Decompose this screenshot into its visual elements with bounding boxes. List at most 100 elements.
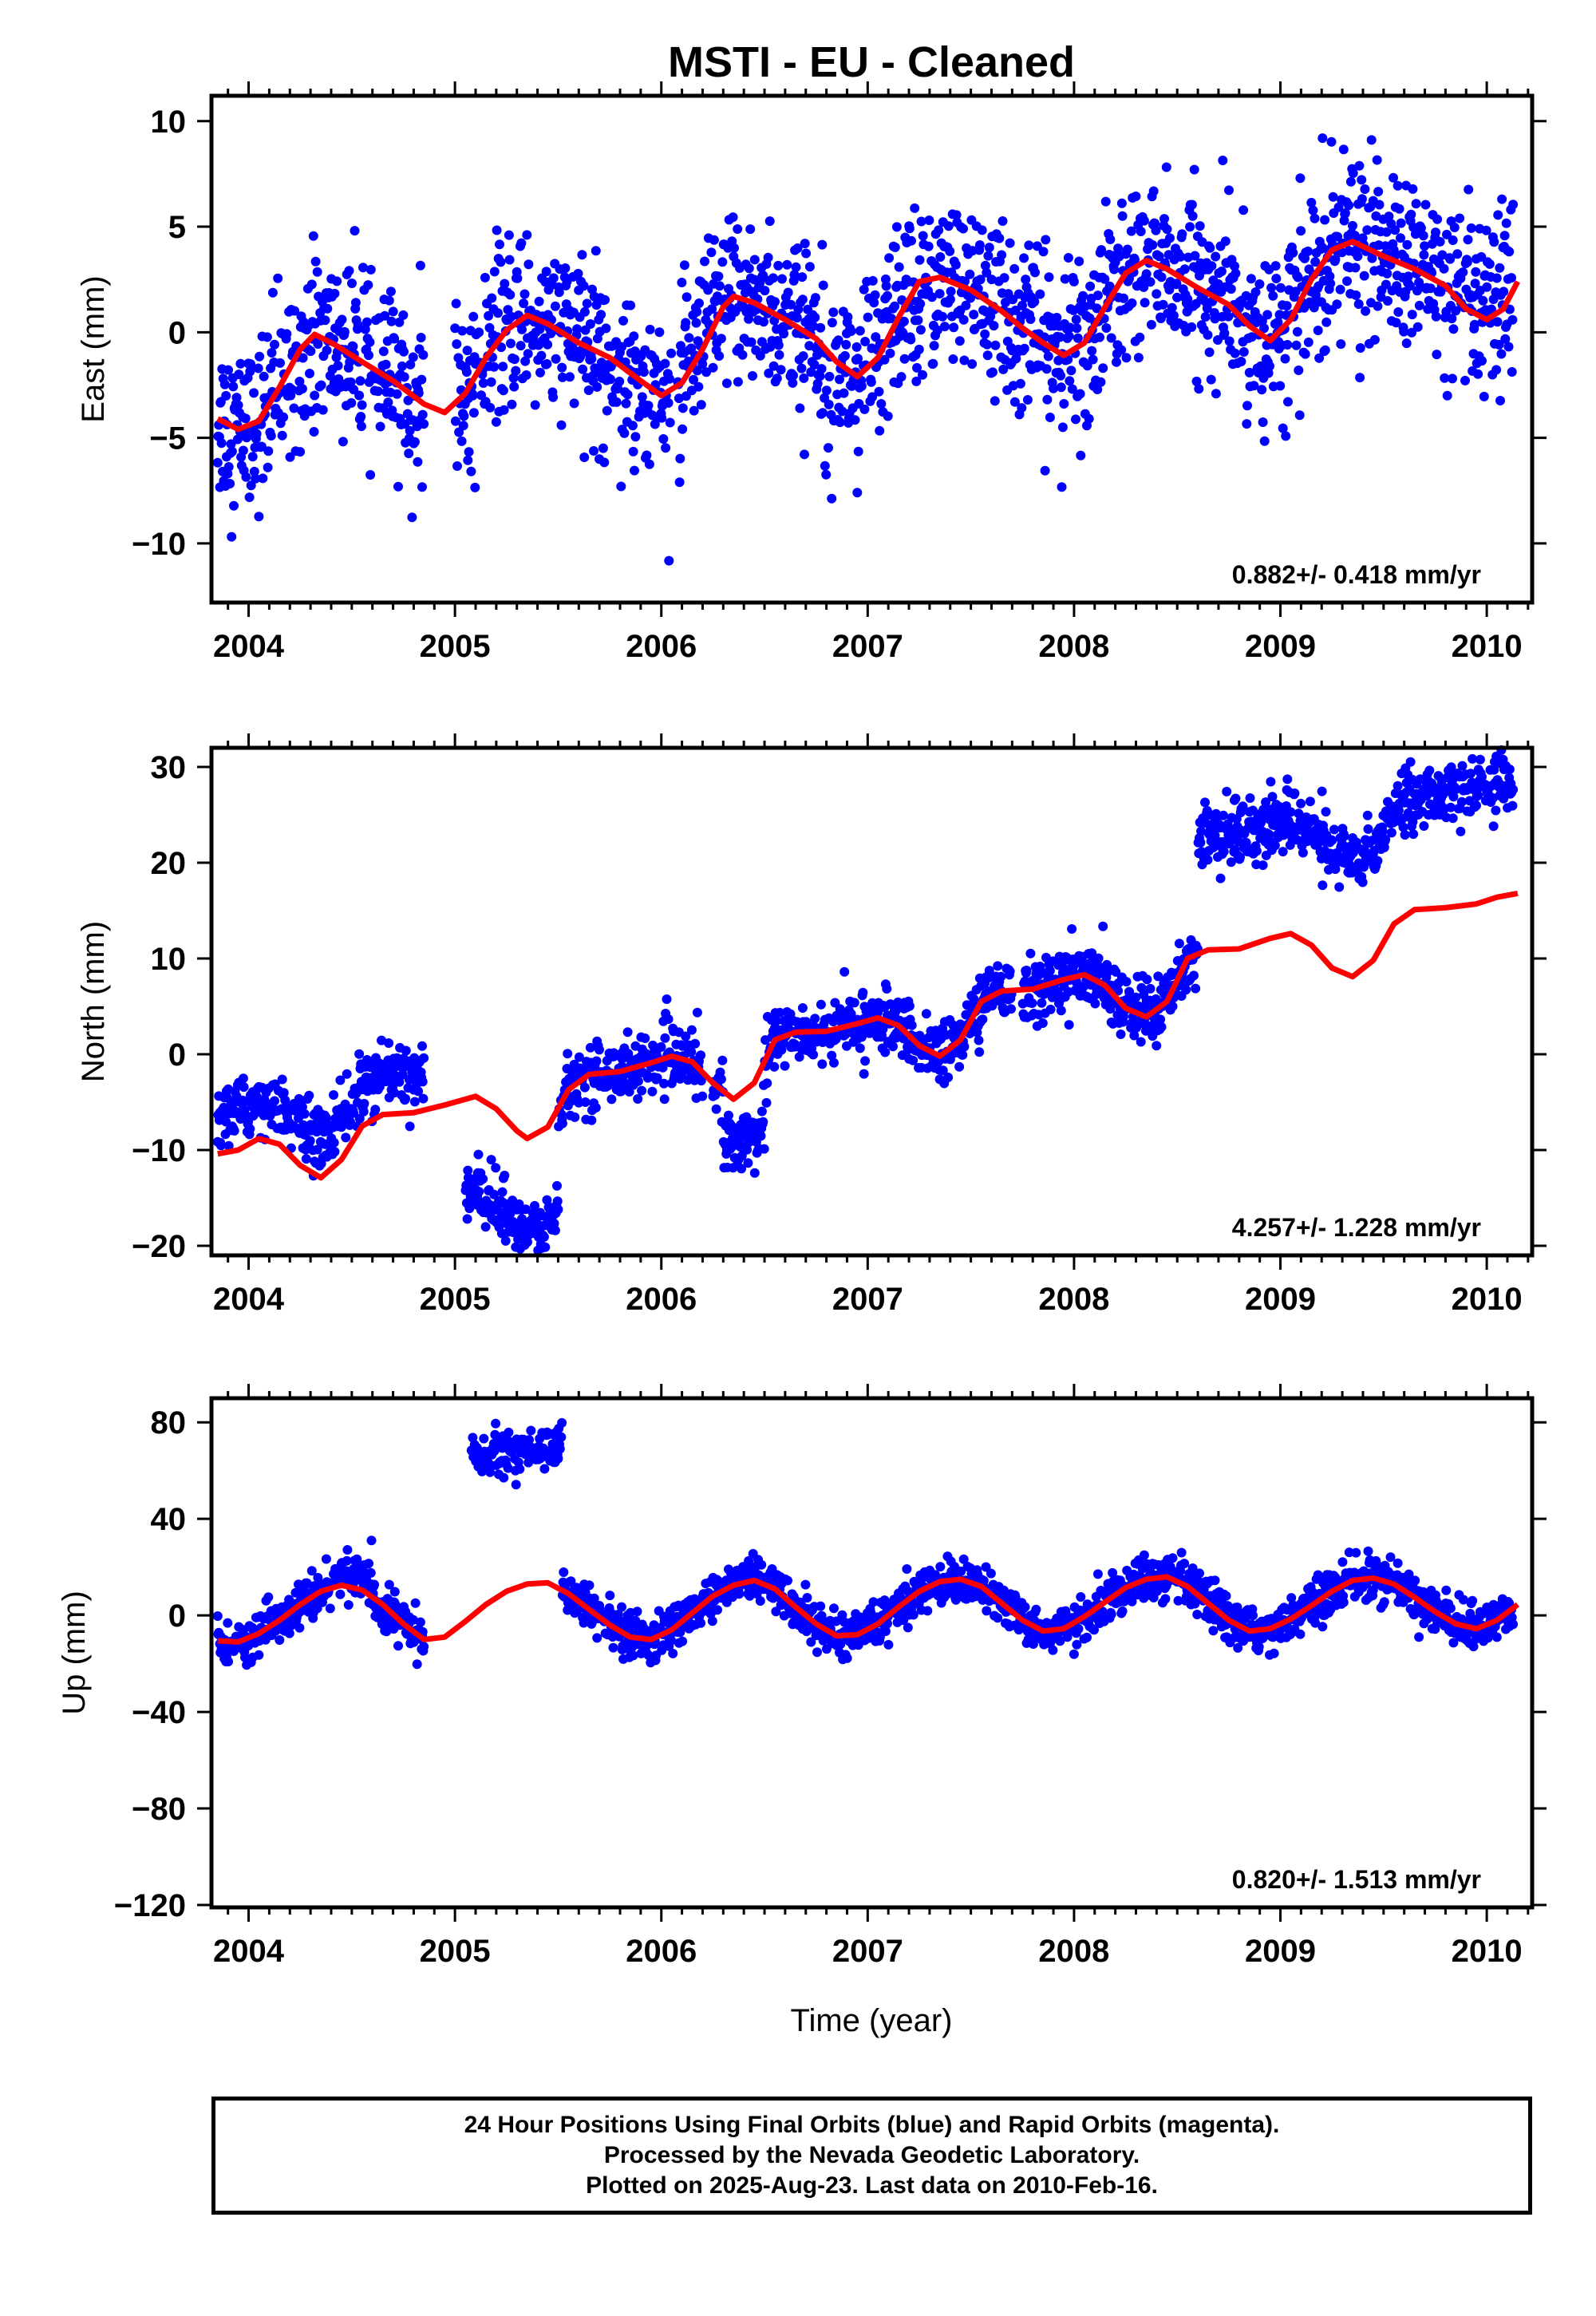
up-data-point: [755, 1596, 765, 1606]
east-data-point: [744, 263, 754, 274]
east-data-point: [262, 332, 272, 342]
up-data-point: [617, 1602, 626, 1612]
east-data-point: [1396, 218, 1406, 228]
east-data-point: [707, 304, 717, 314]
north-data-point: [478, 1174, 488, 1184]
north-data-point: [882, 984, 892, 994]
east-data-point: [1420, 241, 1430, 251]
east-data-point: [907, 235, 916, 246]
east-data-point: [828, 307, 839, 318]
east-data-point: [737, 350, 748, 360]
north-data-point: [304, 1090, 314, 1101]
north-data-point: [358, 1106, 369, 1117]
east-data-point: [223, 365, 233, 375]
east-data-point: [1306, 197, 1317, 207]
east-data-point: [1043, 351, 1053, 362]
north-x-tick-label: 2004: [213, 1282, 285, 1317]
north-data-point: [1219, 847, 1229, 856]
east-data-point: [596, 310, 606, 320]
north-data-point: [1305, 796, 1315, 807]
north-data-point: [539, 1231, 549, 1242]
east-y-tick-label: −5: [149, 421, 186, 456]
east-data-point: [1469, 319, 1479, 330]
east-data-point: [1325, 279, 1336, 289]
east-data-point: [1391, 318, 1401, 328]
east-data-point: [1497, 194, 1507, 204]
east-data-point: [1449, 223, 1460, 232]
east-data-point: [1384, 211, 1394, 222]
north-data-point: [797, 1003, 808, 1013]
east-data-point: [918, 370, 927, 380]
north-data-point: [1508, 785, 1519, 795]
east-data-point: [1052, 313, 1062, 322]
east-data-point: [1418, 231, 1428, 241]
east-data-point: [770, 297, 780, 307]
east-data-point: [1452, 249, 1463, 259]
east-data-point: [548, 392, 559, 402]
east-data-point: [1337, 247, 1347, 258]
north-data-point: [1174, 939, 1184, 949]
north-data-point: [1203, 855, 1213, 865]
east-data-point: [310, 390, 320, 401]
east-data-point: [934, 289, 945, 298]
north-data-point: [817, 1059, 828, 1069]
east-data-point: [1482, 282, 1492, 292]
north-data-point: [579, 1082, 590, 1093]
east-frame: [209, 93, 1535, 605]
east-data-point: [660, 358, 670, 369]
north-y-tick-label: 10: [151, 942, 187, 977]
east-data-point: [792, 313, 802, 323]
east-data-point: [969, 310, 979, 320]
east-data-point: [228, 381, 239, 392]
east-data-point: [346, 377, 356, 387]
north-data-point: [552, 1180, 562, 1191]
east-data-point: [945, 294, 955, 305]
north-data-point: [223, 1140, 234, 1151]
east-data-point: [1336, 339, 1346, 350]
east-data-point: [1087, 346, 1097, 356]
east-data-point: [697, 359, 708, 370]
east-data-point: [534, 296, 544, 306]
east-data-point: [1412, 322, 1423, 332]
east-data-point: [611, 397, 622, 407]
east-data-point: [716, 334, 726, 344]
east-data-point: [548, 273, 559, 283]
north-data-point: [530, 1200, 539, 1211]
east-data-point: [746, 337, 757, 347]
east-data-point: [619, 428, 630, 438]
east-data-point: [509, 381, 519, 392]
east-data-point: [348, 342, 358, 351]
east-data-point: [1117, 211, 1128, 221]
up-data-point: [343, 1600, 354, 1610]
east-data-point: [305, 369, 314, 378]
east-data-point: [1367, 253, 1377, 263]
north-data-point: [1116, 1030, 1126, 1039]
east-data-point: [392, 389, 402, 399]
east-data-point: [459, 411, 469, 421]
east-data-point: [378, 346, 389, 357]
east-data-point: [638, 367, 649, 377]
east-data-point: [654, 327, 665, 338]
east-data-point: [474, 327, 484, 338]
east-data-point: [998, 364, 1009, 374]
up-data-point: [559, 1567, 569, 1577]
east-data-point: [587, 354, 597, 364]
east-data-point: [896, 372, 907, 382]
north-data-point: [1200, 797, 1210, 808]
north-data-point: [500, 1170, 510, 1180]
east-data-point: [519, 298, 529, 309]
east-data-point: [1219, 328, 1230, 338]
east-data-point: [851, 342, 862, 352]
east-data-point: [1275, 283, 1286, 293]
east-data-point: [988, 367, 998, 377]
north-data-point: [717, 1055, 728, 1065]
north-data-point: [829, 1057, 839, 1068]
east-data-point: [1152, 289, 1162, 299]
east-data-point: [521, 370, 531, 380]
north-data-point: [633, 1076, 643, 1086]
east-data-point: [542, 359, 552, 369]
east-data-point: [405, 425, 415, 436]
up-data-point: [412, 1659, 422, 1670]
east-data-point: [626, 300, 636, 310]
north-data-point: [761, 1097, 772, 1108]
